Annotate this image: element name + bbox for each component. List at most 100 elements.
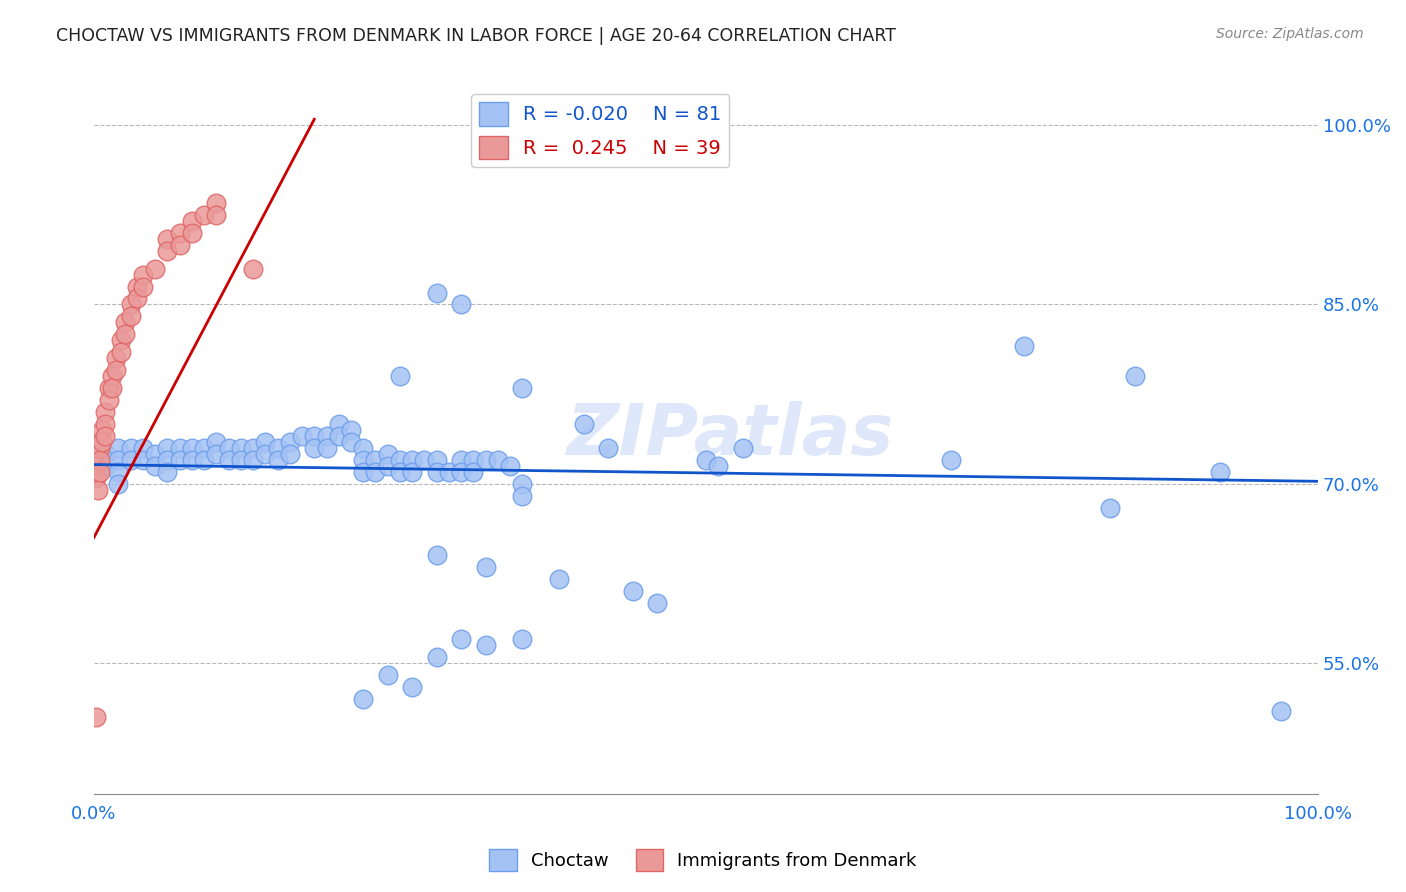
Legend: Choctaw, Immigrants from Denmark: Choctaw, Immigrants from Denmark: [482, 842, 924, 879]
Point: [156, 441, 179, 455]
Point: [94, 417, 117, 431]
Point: [1270, 704, 1292, 718]
Point: [548, 572, 571, 586]
Point: [499, 458, 522, 473]
Point: [426, 649, 449, 664]
Point: [254, 434, 277, 449]
Point: [413, 452, 436, 467]
Point: [388, 369, 411, 384]
Point: [120, 452, 142, 467]
Text: CHOCTAW VS IMMIGRANTS FROM DENMARK IN LABOR FORCE | AGE 20-64 CORRELATION CHART: CHOCTAW VS IMMIGRANTS FROM DENMARK IN LA…: [56, 27, 896, 45]
Point: [218, 452, 240, 467]
Point: [1123, 369, 1146, 384]
Point: [242, 452, 264, 467]
Point: [377, 458, 399, 473]
Point: [364, 452, 387, 467]
Point: [939, 452, 962, 467]
Point: [205, 434, 228, 449]
Point: [97, 381, 120, 395]
Point: [352, 465, 374, 479]
Point: [104, 363, 127, 377]
Point: [107, 441, 129, 455]
Point: [340, 434, 363, 449]
Point: [91, 434, 114, 449]
Point: [377, 447, 399, 461]
Point: [97, 392, 120, 407]
Point: [242, 261, 264, 276]
Point: [1014, 339, 1036, 353]
Point: [426, 465, 449, 479]
Point: [437, 465, 460, 479]
Point: [104, 351, 127, 366]
Point: [401, 680, 423, 694]
Point: [125, 279, 148, 293]
Point: [512, 476, 534, 491]
Point: [193, 208, 215, 222]
Text: Source: ZipAtlas.com: Source: ZipAtlas.com: [1216, 27, 1364, 41]
Point: [96, 458, 118, 473]
Point: [377, 668, 399, 682]
Point: [401, 452, 423, 467]
Point: [169, 237, 191, 252]
Point: [695, 452, 717, 467]
Point: [125, 292, 148, 306]
Point: [101, 381, 124, 395]
Point: [512, 632, 534, 646]
Point: [143, 458, 166, 473]
Point: [110, 345, 132, 359]
Point: [205, 195, 228, 210]
Point: [707, 458, 730, 473]
Point: [180, 441, 202, 455]
Point: [180, 226, 202, 240]
Point: [450, 465, 472, 479]
Point: [388, 465, 411, 479]
Point: [156, 465, 179, 479]
Point: [193, 452, 215, 467]
Point: [132, 452, 155, 467]
Point: [94, 429, 117, 443]
Point: [86, 471, 108, 485]
Point: [278, 447, 301, 461]
Point: [474, 560, 496, 574]
Point: [114, 327, 136, 342]
Point: [156, 232, 179, 246]
Point: [205, 447, 228, 461]
Point: [645, 596, 668, 610]
Point: [572, 417, 595, 431]
Point: [180, 214, 202, 228]
Point: [474, 638, 496, 652]
Text: ZIPatlas: ZIPatlas: [567, 401, 894, 470]
Point: [229, 452, 252, 467]
Point: [143, 261, 166, 276]
Point: [229, 441, 252, 455]
Legend: R = -0.020    N = 81, R =  0.245    N = 39: R = -0.020 N = 81, R = 0.245 N = 39: [471, 95, 730, 167]
Point: [352, 441, 374, 455]
Point: [143, 447, 166, 461]
Point: [132, 268, 155, 282]
Point: [107, 465, 129, 479]
Point: [426, 549, 449, 563]
Point: [120, 310, 142, 324]
Point: [463, 452, 485, 467]
Point: [352, 452, 374, 467]
Point: [450, 632, 472, 646]
Point: [315, 429, 337, 443]
Point: [266, 452, 288, 467]
Point: [304, 441, 326, 455]
Point: [1209, 465, 1232, 479]
Point: [328, 429, 350, 443]
Point: [731, 441, 754, 455]
Point: [169, 226, 191, 240]
Point: [364, 465, 387, 479]
Point: [1098, 500, 1121, 515]
Point: [91, 423, 114, 437]
Point: [89, 465, 111, 479]
Point: [266, 441, 288, 455]
Point: [512, 489, 534, 503]
Point: [621, 584, 644, 599]
Point: [291, 429, 314, 443]
Point: [120, 297, 142, 311]
Point: [180, 452, 202, 467]
Point: [169, 441, 191, 455]
Point: [156, 452, 179, 467]
